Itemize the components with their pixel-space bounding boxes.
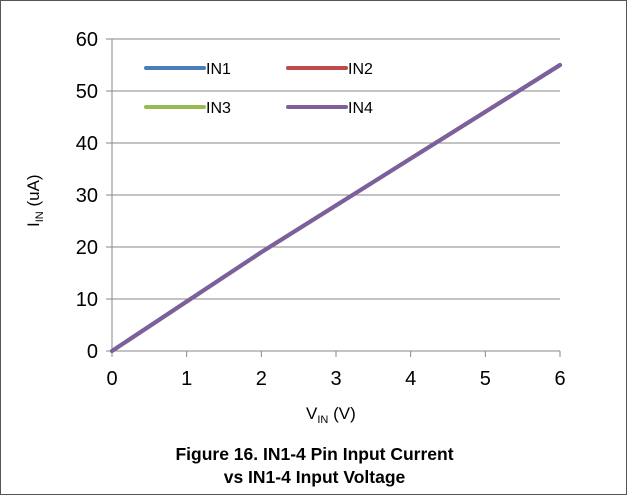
x-axis-title-main: V (306, 404, 318, 423)
y-tick-label-20: 20 (76, 237, 98, 259)
x-tick-label-1: 1 (181, 368, 192, 390)
legend: IN1 IN2 IN3 IN4 (144, 61, 373, 117)
legend-label-in4: IN4 (348, 100, 373, 117)
series-lines (110, 63, 562, 353)
y-tick-label-50: 50 (76, 81, 98, 103)
series-line-in4 (110, 63, 562, 353)
y-axis-title-unit: (uA) (24, 174, 43, 211)
x-axis-title-sub: IN (317, 414, 328, 426)
x-tick-label-6: 6 (554, 368, 565, 390)
y-tick-label-60: 60 (76, 29, 98, 51)
legend-label-in3: IN3 (206, 100, 231, 117)
x-tick-label-0: 0 (106, 368, 117, 390)
legend-label-in2: IN2 (348, 61, 373, 78)
y-axis-title-sub: IN (34, 211, 46, 222)
figure-caption-line-1: Figure 16. IN1-4 Pin Input Current (175, 444, 454, 464)
axes (106, 38, 561, 357)
grid-lines (112, 38, 560, 300)
y-tick-label-0: 0 (87, 341, 98, 363)
x-axis-title: VIN (V) (306, 404, 356, 426)
x-tick-label-2: 2 (256, 368, 267, 390)
y-tick-label-40: 40 (76, 133, 98, 155)
y-axis-title: IIN (uA) (24, 174, 46, 227)
figure-caption-line-2: vs IN1-4 Input Voltage (223, 467, 406, 487)
y-tick-label-10: 10 (76, 289, 98, 311)
x-tick-label-5: 5 (480, 368, 491, 390)
legend-label-in1: IN1 (206, 61, 231, 78)
y-tick-label-30: 30 (76, 185, 98, 207)
x-tick-label-4: 4 (405, 368, 416, 390)
x-axis-title-unit: (V) (328, 404, 355, 423)
x-tick-label-3: 3 (330, 368, 341, 390)
y-axis-title-main: I (24, 222, 43, 227)
